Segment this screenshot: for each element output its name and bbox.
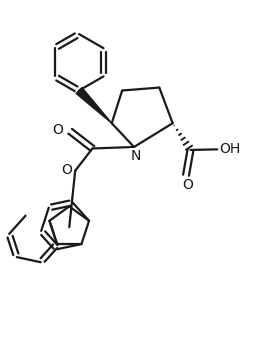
- Text: O: O: [182, 178, 193, 192]
- Text: O: O: [61, 163, 72, 177]
- Text: N: N: [130, 149, 141, 163]
- Text: OH: OH: [219, 142, 241, 156]
- Polygon shape: [76, 88, 112, 123]
- Text: O: O: [52, 123, 63, 137]
